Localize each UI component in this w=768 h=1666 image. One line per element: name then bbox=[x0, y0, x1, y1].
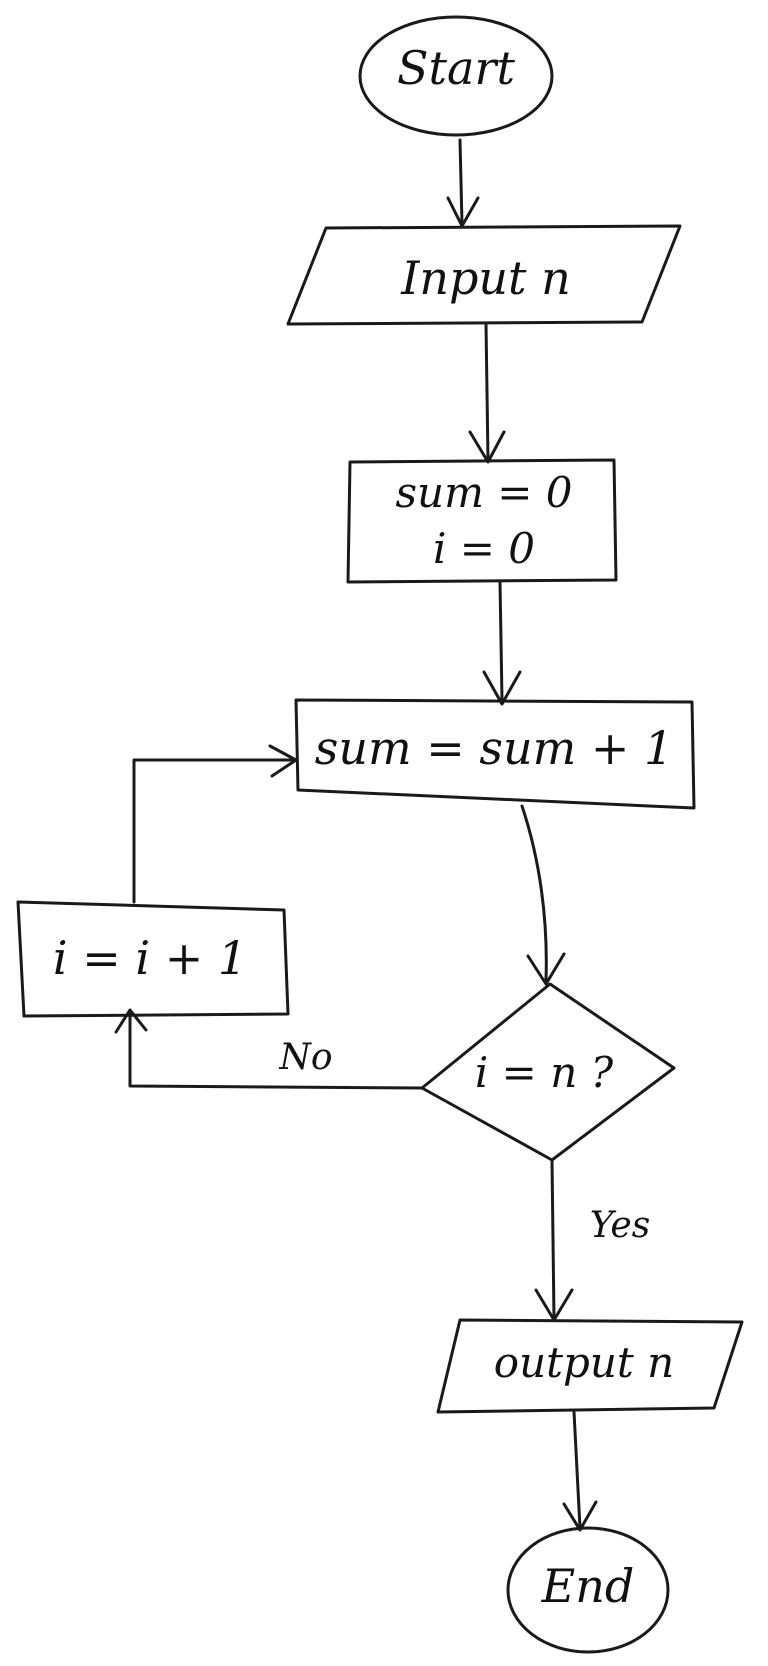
init-sum-label: sum = 0 bbox=[395, 468, 572, 517]
connector-accumulate-condition bbox=[520, 804, 566, 986]
start-node: Start bbox=[358, 15, 554, 137]
connector-no-branch bbox=[114, 1008, 424, 1090]
output-node: output n bbox=[436, 1318, 744, 1414]
condition-label: i = n ? bbox=[475, 1048, 614, 1097]
end-label: End bbox=[541, 1559, 635, 1613]
connector-start-input bbox=[446, 138, 480, 228]
yes-label: Yes bbox=[590, 1205, 650, 1246]
output-label: output n bbox=[494, 1338, 674, 1387]
accumulate-label: sum = sum + 1 bbox=[315, 721, 674, 775]
connector-init-accumulate bbox=[482, 580, 522, 706]
input-label: Input n bbox=[400, 251, 571, 305]
increment-label: i = i + 1 bbox=[53, 931, 247, 985]
condition-node: i = n ? bbox=[420, 982, 676, 1162]
connector-yes-branch bbox=[534, 1158, 574, 1322]
connector-output-end bbox=[562, 1410, 598, 1532]
increment-node: i = i + 1 bbox=[16, 900, 290, 1018]
accumulate-node: sum = sum + 1 bbox=[294, 698, 696, 810]
no-label: No bbox=[278, 1037, 332, 1078]
input-node: Input n bbox=[286, 224, 682, 326]
end-node: End bbox=[506, 1526, 670, 1654]
init-node: sum = 0 i = 0 bbox=[346, 458, 618, 584]
init-i-label: i = 0 bbox=[433, 524, 535, 573]
connector-loop-back bbox=[132, 744, 298, 904]
start-label: Start bbox=[397, 41, 515, 95]
connector-input-init bbox=[468, 322, 506, 464]
